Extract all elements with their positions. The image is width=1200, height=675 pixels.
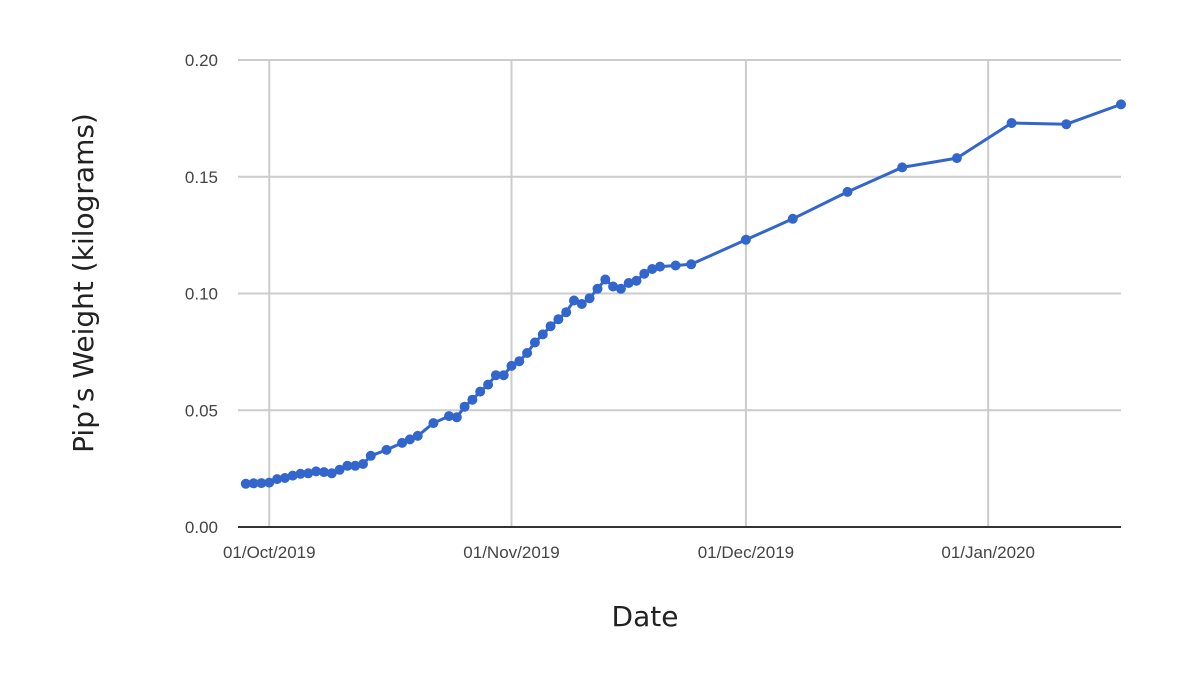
data-point — [248, 478, 259, 489]
data-point — [342, 460, 353, 471]
data-point — [444, 411, 454, 422]
data-point — [576, 299, 587, 309]
data-point — [639, 268, 650, 279]
data-point — [475, 386, 486, 397]
y-tick-label: 0.05 — [185, 401, 218, 420]
data-point — [467, 394, 478, 405]
data-point — [303, 468, 314, 479]
data-point — [514, 356, 525, 367]
x-tick-label: 01/Oct/2019 — [223, 543, 316, 562]
data-point — [647, 264, 658, 274]
data-point — [451, 412, 462, 423]
data-point — [412, 430, 423, 441]
data-point — [655, 261, 665, 272]
data-point — [670, 260, 681, 271]
data-point — [358, 459, 368, 469]
data-point — [381, 444, 392, 455]
data-point — [319, 467, 329, 478]
data-point — [561, 307, 572, 318]
data-point — [334, 464, 345, 475]
data-point — [592, 283, 603, 294]
data-point — [529, 337, 540, 348]
data-point — [1116, 99, 1126, 110]
data-point — [397, 437, 408, 448]
y-axis-title: Pip’s Weight (kilograms) — [67, 113, 100, 453]
x-axis-title: Date — [612, 600, 679, 633]
data-point — [264, 477, 275, 488]
data-point — [272, 474, 283, 485]
y-tick-label: 0.15 — [185, 168, 218, 187]
data-point — [545, 321, 556, 332]
data-point — [897, 162, 908, 173]
data-point — [553, 314, 564, 325]
data-point — [295, 468, 306, 479]
data-point — [287, 470, 298, 481]
data-point — [537, 329, 548, 340]
data-point — [506, 360, 517, 371]
data-point — [483, 379, 494, 390]
data-point — [279, 473, 290, 483]
data-point — [326, 468, 337, 479]
x-tick-label: 01/Nov/2019 — [463, 543, 559, 562]
data-point — [522, 348, 533, 358]
data-point — [740, 234, 751, 245]
x-tick-label: 01/Jan/2020 — [941, 543, 1035, 562]
series-weight — [240, 99, 1126, 489]
data-point — [615, 283, 626, 294]
x-axis-ticks: 01/Oct/2019 01/Nov/2019 01/Dec/2019 01/Jan/… — [223, 543, 1035, 562]
data-point — [600, 274, 611, 285]
data-point — [631, 275, 642, 286]
y-tick-label: 0.10 — [185, 285, 218, 304]
data-point — [404, 434, 415, 445]
data-point — [686, 259, 697, 270]
data-point — [623, 278, 634, 288]
x-tick-label: 01/Dec/2019 — [698, 543, 794, 562]
data-point — [311, 466, 322, 477]
y-tick-label: 0.20 — [185, 51, 218, 70]
data-point — [1006, 118, 1017, 128]
gridlines — [238, 59, 1121, 527]
data-point — [428, 418, 439, 429]
data-point — [608, 281, 619, 292]
data-point — [842, 186, 853, 197]
data-point — [256, 478, 267, 489]
y-tick-label: 0.00 — [185, 518, 218, 537]
data-point — [569, 295, 579, 306]
data-point — [350, 460, 361, 471]
y-axis-ticks: 0.00 0.05 0.10 0.15 0.20 — [185, 51, 218, 537]
data-point — [787, 213, 798, 224]
data-point — [240, 478, 251, 489]
data-point — [951, 153, 962, 164]
data-point — [490, 370, 501, 381]
data-point — [1061, 119, 1072, 130]
data-point — [459, 401, 470, 412]
data-point — [365, 450, 376, 461]
data-point — [584, 293, 595, 304]
data-point — [498, 370, 509, 381]
